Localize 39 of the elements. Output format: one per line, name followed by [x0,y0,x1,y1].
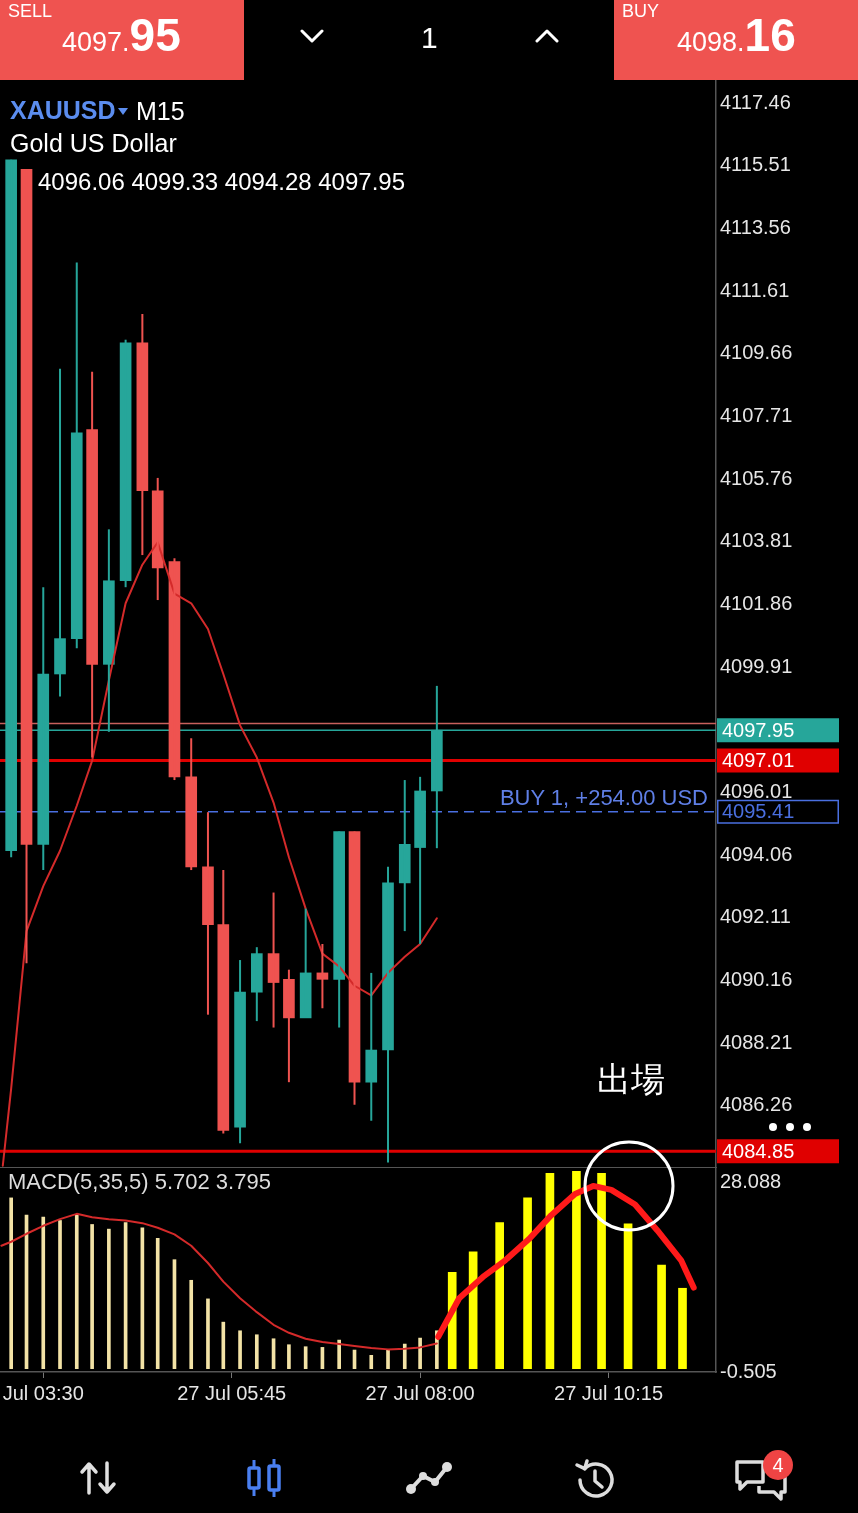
text: BUY [622,1,660,22]
annotation: BUY 1, +254.00 USD [499,784,708,810]
y-tick-label: 4113.56 [720,216,791,239]
x-tick-label: 27 Jul 05:45 [177,1381,287,1404]
text: Gold US Dollar [10,129,177,158]
y-tick-label: 4117.46 [720,90,791,113]
x-tick-label: Jul 03:30 [2,1381,84,1404]
y-tick-label: 4092.11 [720,905,791,928]
ref-line-label: 4097.01 [722,748,795,771]
y-tick-label: 4111.61 [720,278,790,301]
y-tick-label: 4099.91 [720,654,793,677]
y-tick-label: 4094.06 [720,842,793,865]
y-tick-label: 4096.01 [720,780,793,803]
text: 1 [421,21,438,56]
x-tick-label: 27 Jul 10:15 [554,1381,664,1404]
y-tick-label: 4109.66 [720,341,793,364]
ref-line-label: 4084.85 [722,1139,795,1162]
y-tick-label: -0.505 [720,1359,777,1382]
text: 4097.95 [62,9,181,61]
y-tick-label: 4107.71 [720,404,793,427]
annotation: MACD(5,35,5) 5.702 3.795 [8,1169,271,1195]
text: XAUUSD [10,96,116,125]
annotation: 出場 [597,1059,665,1100]
y-tick-label: 28.088 [720,1169,782,1192]
ref-line-label: 4095.41 [722,800,795,823]
text: SELL [8,1,53,22]
y-tick-label: 4090.16 [720,968,793,991]
y-tick-label: 4105.76 [720,466,793,489]
annotation: 4096.06 4099.33 4094.28 4097.95 [38,168,406,196]
y-tick-label: 4115.51 [720,153,791,176]
y-tick-label: 4088.21 [720,1030,793,1053]
text: 4098.16 [677,9,796,61]
y-tick-label: 4086.26 [720,1093,793,1116]
x-tick-label: 27 Jul 08:00 [365,1381,475,1404]
y-tick-label: 4101.86 [720,592,793,615]
text: 4 [771,1454,785,1476]
annotation: M15 [136,97,185,126]
y-tick-label: 4103.81 [720,529,793,552]
ref-line-label: 4097.95 [722,718,795,741]
